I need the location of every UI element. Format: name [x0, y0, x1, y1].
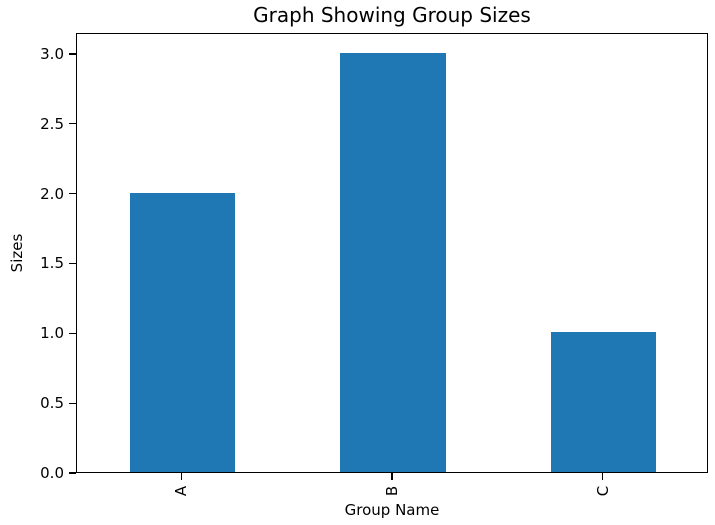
bar-B — [340, 52, 446, 472]
y-tick-label: 2.0 — [40, 184, 64, 203]
y-tick-label: 1.0 — [40, 324, 64, 343]
y-tick-label: 1.5 — [40, 254, 64, 273]
x-tick-mark — [391, 473, 393, 480]
y-tick-mark — [69, 123, 76, 125]
bar-C — [551, 332, 657, 472]
y-tick-mark — [69, 192, 76, 195]
y-tick-mark — [69, 53, 76, 55]
x-tick-label-C: C — [593, 485, 612, 497]
y-tick-mark — [69, 262, 76, 265]
plot-area — [76, 33, 708, 473]
x-tick-label-A: A — [172, 485, 191, 497]
bar-A — [129, 192, 235, 472]
y-tick-mark — [69, 332, 76, 334]
chart-title: Graph Showing Group Sizes — [253, 3, 531, 27]
x-tick-mark — [180, 473, 182, 480]
x-tick-mark — [602, 473, 604, 480]
y-tick-mark — [69, 402, 76, 404]
y-tick-label: 2.5 — [40, 114, 64, 133]
y-axis-label: Sizes — [8, 233, 26, 273]
y-tick-label: 3.0 — [40, 44, 64, 63]
y-tick-label: 0.0 — [40, 464, 64, 482]
x-axis-label: Group Name — [344, 501, 440, 519]
x-tick-label-B: B — [383, 485, 401, 497]
y-tick-label: 0.5 — [40, 394, 64, 413]
y-tick-mark — [69, 472, 76, 474]
